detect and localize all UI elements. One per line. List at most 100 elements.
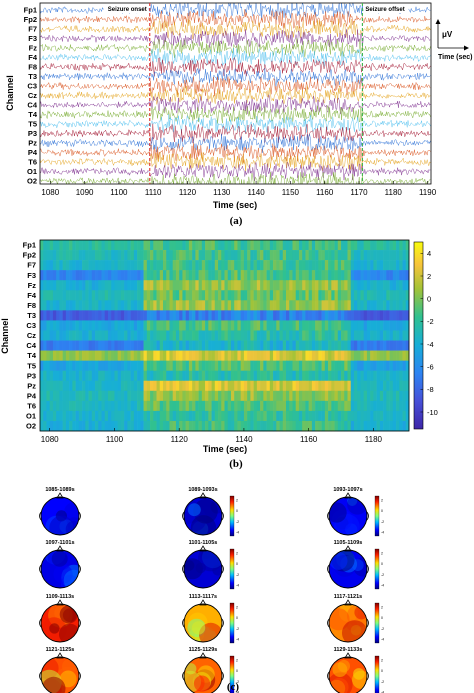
heatmap-cell bbox=[130, 360, 135, 371]
heatmap-cell bbox=[156, 260, 161, 271]
heatmap-cell bbox=[402, 340, 407, 351]
heatmap-cell bbox=[205, 300, 209, 311]
heatmap-cell bbox=[40, 350, 44, 361]
heatmap-cell bbox=[366, 370, 371, 382]
channel-label-b-c3: C3 bbox=[26, 321, 36, 330]
heatmap-cell bbox=[88, 290, 93, 301]
heatmap-cell bbox=[240, 390, 245, 402]
heatmap-cell bbox=[315, 350, 319, 361]
heatmap-cell bbox=[208, 310, 212, 321]
heatmap-cell bbox=[46, 290, 51, 301]
heatmap-cell bbox=[43, 400, 47, 412]
heatmap-cell bbox=[389, 320, 394, 331]
eeg-trace-fp2 bbox=[40, 9, 431, 29]
heatmap-cell bbox=[396, 350, 400, 361]
heatmap-cell bbox=[85, 340, 89, 351]
channel-label-a-fp2: Fp2 bbox=[24, 15, 37, 24]
heatmap-cell bbox=[95, 410, 99, 422]
heatmap-cell bbox=[247, 380, 251, 392]
heatmap-cell bbox=[373, 350, 377, 361]
heatmap-cell bbox=[373, 340, 377, 351]
heatmap-cell bbox=[373, 260, 377, 271]
heatmap-cell bbox=[172, 320, 177, 331]
heatmap-cell bbox=[95, 400, 99, 412]
heatmap-cell bbox=[114, 340, 118, 351]
heatmap-cell bbox=[52, 380, 57, 392]
heatmap-cell bbox=[56, 360, 60, 371]
heatmap-cell bbox=[98, 360, 102, 371]
heatmap-cell bbox=[69, 240, 73, 251]
heatmap-cell bbox=[260, 400, 264, 412]
heatmap-cell bbox=[292, 370, 297, 382]
heatmap-cell bbox=[72, 410, 76, 422]
heatmap-cell bbox=[111, 410, 115, 422]
heatmap-cell bbox=[107, 300, 112, 311]
heatmap-cell bbox=[295, 410, 300, 422]
heatmap-cell bbox=[208, 240, 212, 251]
heatmap-cell bbox=[59, 350, 63, 361]
seizure-label-0: Seizure onset bbox=[108, 7, 147, 13]
heatmap-cell bbox=[192, 310, 196, 321]
heatmap-cell bbox=[117, 270, 122, 281]
right-ear-icon bbox=[78, 618, 81, 628]
heatmap-cell bbox=[363, 400, 368, 412]
heatmap-cell bbox=[250, 300, 254, 311]
heatmap-cell bbox=[366, 330, 371, 341]
topomap-title: 1121-1125s bbox=[46, 647, 75, 653]
heatmap-cell bbox=[159, 420, 164, 432]
heatmap-cell bbox=[114, 350, 118, 361]
heatmap-cell bbox=[363, 300, 368, 311]
heatmap-cell bbox=[111, 370, 115, 382]
heatmap-cell bbox=[360, 330, 364, 341]
heatmap-cell bbox=[85, 420, 89, 432]
heatmap-cell bbox=[263, 420, 267, 432]
heatmap-cell bbox=[140, 370, 144, 382]
heatmap-cell bbox=[127, 370, 131, 382]
heatmap-cell bbox=[315, 300, 319, 311]
heatmap-cell bbox=[46, 320, 51, 331]
heatmap-cell bbox=[205, 270, 209, 281]
heatmap-cell bbox=[182, 380, 186, 392]
heatmap-cell bbox=[298, 260, 303, 271]
heatmap-cell bbox=[146, 320, 151, 331]
left-ear-icon bbox=[327, 618, 330, 628]
heatmap-cell bbox=[298, 360, 303, 371]
heatmap-cell bbox=[153, 400, 157, 412]
heatmap-cell bbox=[101, 380, 106, 392]
heatmap-cell bbox=[104, 320, 109, 331]
heatmap-cell bbox=[405, 250, 410, 261]
heatmap-cell bbox=[399, 390, 403, 402]
heatmap-cell bbox=[234, 390, 238, 402]
heatmap-cell bbox=[101, 330, 106, 341]
heatmap-cell bbox=[40, 410, 44, 422]
heatmap-cell bbox=[227, 340, 232, 351]
heatmap-cell bbox=[98, 320, 102, 331]
heatmap-cell bbox=[353, 280, 358, 291]
heatmap-cell bbox=[366, 290, 371, 301]
heatmap-cell bbox=[357, 350, 361, 361]
heatmap-cell bbox=[198, 270, 203, 281]
heatmap-cell bbox=[69, 300, 73, 311]
heatmap-cell bbox=[98, 300, 102, 311]
heatmap-cell bbox=[292, 350, 297, 361]
heatmap-cell bbox=[337, 380, 342, 392]
heatmap-cell bbox=[276, 350, 280, 361]
heatmap-cell bbox=[315, 310, 319, 321]
heatmap-cell bbox=[247, 370, 251, 382]
heatmap-cell bbox=[221, 250, 225, 261]
heatmap-cell bbox=[237, 390, 241, 402]
heatmap-cell bbox=[282, 370, 287, 382]
heatmap-cell bbox=[266, 370, 271, 382]
heatmap-cell bbox=[224, 340, 229, 351]
heatmap-cell bbox=[321, 290, 326, 301]
heatmap-cell bbox=[46, 250, 51, 261]
heatmap-cell bbox=[43, 350, 47, 361]
heatmap-cell bbox=[46, 310, 51, 321]
topomap-colorbar-tick: 2 bbox=[381, 499, 383, 503]
heatmap-cell bbox=[111, 250, 115, 261]
heatmap-cell bbox=[253, 400, 258, 412]
heatmap-cell bbox=[376, 420, 381, 432]
heatmap-cell bbox=[360, 410, 364, 422]
heatmap-cell bbox=[357, 360, 361, 371]
heatmap-cell bbox=[78, 380, 83, 392]
